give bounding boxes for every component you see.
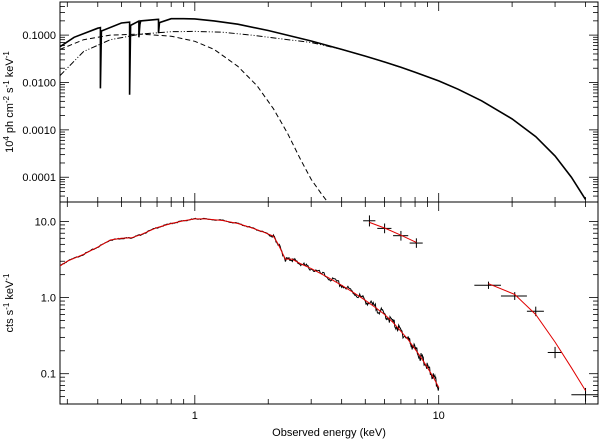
- y-tick-label: 1.0: [41, 293, 56, 305]
- x-tick-label: 1: [192, 410, 198, 422]
- ylabel-exponent: -1: [2, 273, 11, 281]
- ylabel-text: s: [4, 87, 16, 96]
- series-line: [369, 221, 417, 243]
- series-line: [60, 30, 586, 200]
- series-line: [60, 218, 440, 388]
- y-tick-label: 0.1000: [22, 30, 56, 42]
- y-tick-label: 0.0100: [22, 77, 56, 89]
- bottom-panel-series: [60, 215, 598, 402]
- ylabel-exponent: 4: [2, 136, 11, 141]
- bottom-panel-ticks: 0.1 1.0 10.0 1 10: [35, 202, 598, 422]
- top-panel-ticks: 0.0001 0.0010 0.0100 0.1000: [22, 1, 598, 203]
- top-panel-ylabel: 104 ph cm-2 s-1 keV-1: [2, 51, 17, 153]
- ylabel-text: cts s: [4, 309, 16, 332]
- data-point: [474, 281, 501, 289]
- y-tick-label: 0.1: [41, 369, 56, 381]
- data-point: [547, 346, 562, 359]
- top-panel-series: [60, 17, 587, 202]
- y-tick-label: 0.0001: [22, 172, 56, 184]
- series-line: [488, 283, 586, 391]
- x-tick-label: 10: [433, 410, 445, 422]
- ylabel-exponent: -1: [2, 51, 11, 59]
- y-tick-label: 0.0010: [22, 125, 56, 137]
- ylabel-text: 10: [4, 141, 16, 153]
- ylabel-exponent: -2: [2, 95, 11, 103]
- data-point: [363, 215, 376, 227]
- ylabel-exponent: -1: [2, 302, 11, 310]
- ylabel-exponent: -1: [2, 80, 11, 88]
- x-axis-title: Observed energy (keV): [272, 427, 386, 439]
- data-point: [500, 292, 527, 300]
- ylabel-text: ph cm: [4, 103, 16, 136]
- ylabel-text: keV: [4, 280, 16, 303]
- y-tick-label: 10.0: [35, 216, 56, 228]
- series-line: [60, 17, 587, 200]
- series-line: [60, 33, 329, 202]
- ylabel-text: keV: [4, 58, 16, 81]
- bottom-panel-frame: [59, 201, 599, 405]
- data-point: [393, 230, 409, 241]
- data-point: [409, 238, 423, 248]
- bottom-panel-ylabel: cts s-1 keV-1: [2, 273, 17, 332]
